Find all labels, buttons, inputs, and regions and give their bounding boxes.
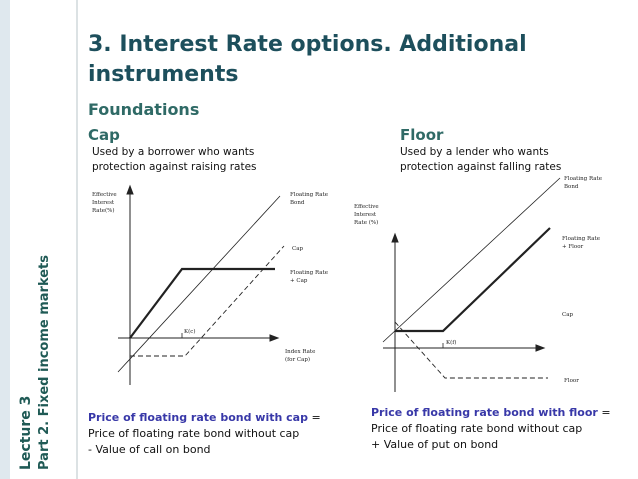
- formula-lead: Price of floating rate bond with floor: [371, 406, 598, 419]
- formula-lead: Price of floating rate bond with cap: [88, 411, 308, 424]
- line-label: Floor: [564, 378, 579, 384]
- line-label: Cap: [292, 246, 303, 252]
- floor-diagram: [382, 177, 561, 392]
- axis-label: Rate(%): [92, 207, 115, 214]
- floor-description: Used by a lender who wants protection ag…: [400, 145, 561, 175]
- part-label: Part 2. Fixed income markets: [37, 255, 52, 470]
- floor-diagram-labels: Effective Interest Rate (%) Floating Rat…: [354, 176, 602, 384]
- axis-label: (for Cap): [285, 356, 310, 363]
- line-label: + Cap: [290, 278, 308, 284]
- text-line: Used by a lender who wants: [400, 146, 549, 158]
- cap-description: Used by a borrower who wants protection …: [92, 145, 257, 175]
- line-label: Bond: [564, 184, 579, 190]
- text-line: - Value of call on bond: [88, 443, 211, 456]
- formula-sign: =: [601, 406, 611, 419]
- title-line: instruments: [88, 62, 239, 87]
- axis-label: Rate (%): [354, 219, 378, 226]
- axis-label: Effective: [354, 204, 379, 210]
- line-label: Cap: [562, 312, 573, 318]
- floor-formula: Price of floating rate bond with floor =…: [371, 405, 611, 453]
- cap-diagram-labels: Effective Interest Rate(%) Floating Rate…: [92, 192, 328, 363]
- side-strip: [0, 0, 10, 479]
- cap-diagram: [117, 184, 285, 385]
- floor-heading: Floor: [400, 126, 444, 144]
- text-line: Price of floating rate bond without cap: [371, 422, 583, 435]
- text-line: Price of floating rate bond without cap: [88, 427, 300, 440]
- axis-label: Interest: [354, 212, 377, 218]
- axis-label: Effective: [92, 192, 117, 198]
- axis-label: Index Rate: [285, 349, 315, 355]
- lecture-label: Lecture 3: [18, 396, 34, 470]
- title-line: 3. Interest Rate options. Additional: [88, 32, 527, 57]
- axis-label: Interest: [92, 200, 115, 206]
- text-line: protection against raising rates: [92, 161, 257, 173]
- strike-label: K(f): [446, 339, 456, 346]
- line-label: Bond: [290, 200, 305, 206]
- line-label: Floating Rate: [562, 236, 600, 242]
- strike-label: K(c): [184, 328, 195, 335]
- line-label: Floating Rate: [290, 192, 328, 198]
- cap-heading: Cap: [88, 126, 120, 144]
- line-label: Floating Rate: [290, 270, 328, 276]
- section-heading: Foundations: [88, 100, 200, 119]
- text-line: Used by a borrower who wants: [92, 146, 255, 158]
- text-line: + Value of put on bond: [371, 438, 499, 451]
- line-label: Floating Rate: [564, 176, 602, 182]
- cap-formula: Price of floating rate bond with cap = P…: [88, 410, 321, 458]
- text-line: protection against falling rates: [400, 161, 562, 173]
- line-label: + Floor: [562, 244, 584, 250]
- formula-sign: =: [311, 411, 321, 424]
